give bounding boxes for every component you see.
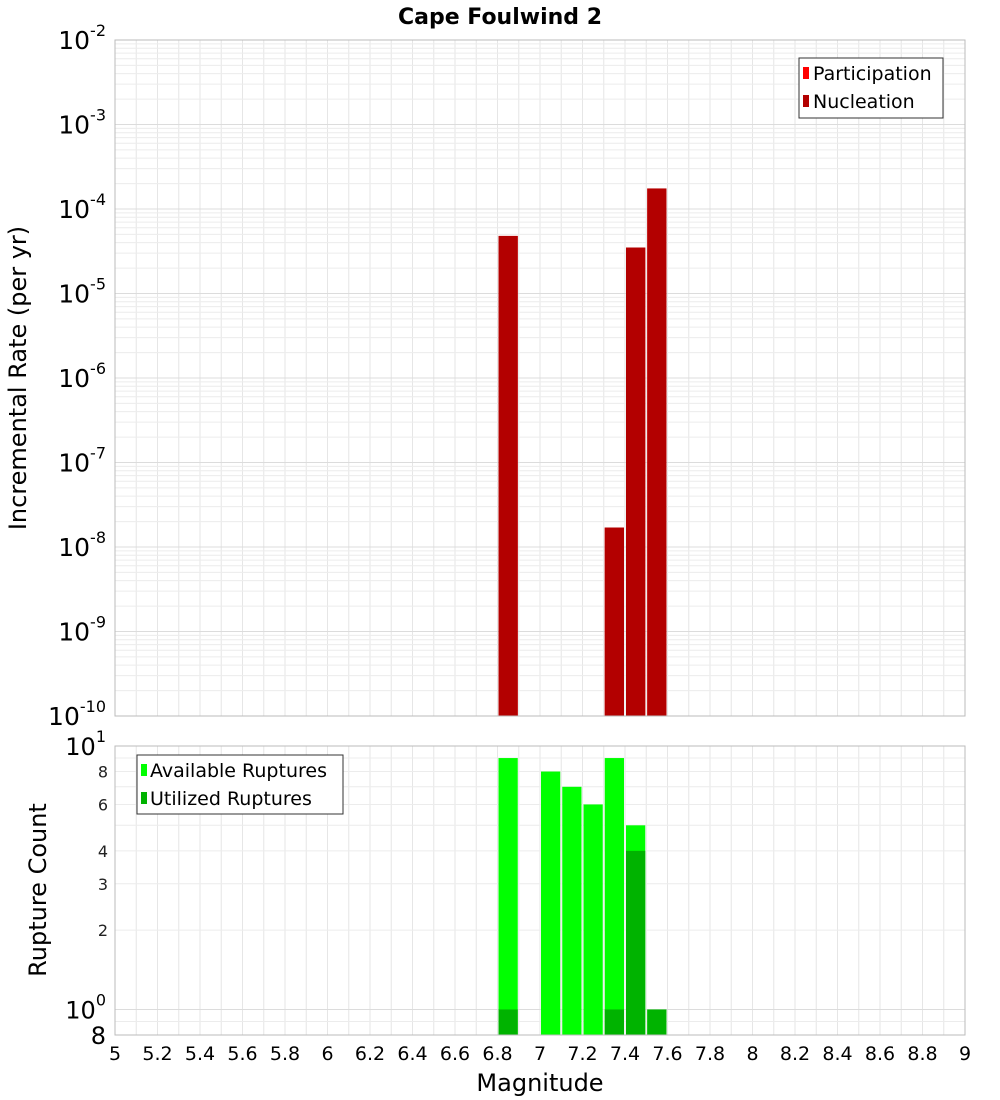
rate-y-tick-label: 10-8 (58, 528, 106, 562)
tick-base: 10 (58, 533, 90, 562)
tick-base: 10 (48, 702, 80, 731)
rate-legend: Participation Nucleation (798, 57, 944, 119)
utilized-ruptures-bar (498, 1009, 518, 1035)
tick-exponent: -8 (90, 528, 106, 547)
nucleation-legend-swatch (803, 95, 809, 107)
tick-exponent: 0 (96, 990, 106, 1009)
rate-y-tick-label: 10-9 (58, 613, 106, 647)
rate-legend-box (798, 57, 944, 119)
tick-exponent: -6 (90, 359, 106, 378)
tick-exponent: -9 (90, 613, 106, 632)
tick-exponent: -4 (90, 190, 106, 209)
utilized-legend-swatch (141, 792, 147, 804)
x-axis-label: Magnitude (476, 1069, 603, 1097)
nucleation-bar (604, 527, 624, 716)
x-tick-label: 5.4 (185, 1043, 215, 1065)
tick-exponent: -3 (90, 106, 106, 125)
available-legend-label: Available Ruptures (150, 760, 327, 782)
tick-exponent: -10 (80, 697, 106, 716)
participation-legend-swatch (803, 67, 809, 79)
x-tick-label: 8 (746, 1043, 758, 1065)
available-ruptures-bar (562, 786, 582, 1035)
tick-base: 10 (58, 195, 90, 224)
participation-legend-label: Participation (813, 63, 932, 85)
x-tick-label: 8.6 (865, 1043, 895, 1065)
count-y-tick-label: 101 (65, 727, 106, 761)
nucleation-bar (647, 188, 667, 717)
count-y-tick-label: 2 (98, 921, 108, 940)
rate-y-axis-label: Incremental Rate (per yr) (4, 226, 32, 530)
x-tick-label: 7 (534, 1043, 546, 1065)
nucleation-bar (498, 235, 518, 716)
nucleation-legend-label: Nucleation (813, 91, 915, 113)
tick-exponent: 1 (96, 727, 106, 746)
rate-y-tick-label: 10-6 (58, 359, 106, 393)
tick-exponent: -2 (90, 21, 106, 40)
count-y-axis-label: Rupture Count (24, 803, 52, 977)
tick-base: 10 (65, 996, 96, 1024)
tick-exponent: -5 (90, 275, 106, 294)
count-y-tick-label: 8 (91, 1022, 106, 1050)
tick-base: 10 (58, 111, 90, 140)
rate-y-tick-label: 10-3 (58, 106, 106, 140)
x-tick-label: 8.4 (822, 1043, 852, 1065)
tick-base: 10 (58, 26, 90, 55)
available-ruptures-bar (498, 758, 518, 1035)
x-tick-label: 5.6 (227, 1043, 257, 1065)
x-tick-label: 7.4 (610, 1043, 640, 1065)
rate-plot-frame (114, 39, 966, 717)
utilized-ruptures-bar (647, 1009, 667, 1035)
x-tick-label: 8.2 (780, 1043, 810, 1065)
x-tick-label: 5.2 (142, 1043, 172, 1065)
count-y-tick-label: 4 (98, 842, 108, 861)
utilized-ruptures-bar (604, 1009, 624, 1035)
available-ruptures-bar (541, 771, 561, 1035)
rate-y-tick-label: 10-7 (58, 444, 106, 478)
x-tick-label: 8.8 (907, 1043, 937, 1065)
x-tick-label: 5.8 (270, 1043, 300, 1065)
count-y-tick-label: 6 (98, 795, 108, 814)
tick-base: 10 (58, 449, 90, 478)
tick-base: 10 (58, 364, 90, 393)
x-tick-label: 5 (109, 1043, 121, 1065)
utilized-ruptures-bar (626, 850, 646, 1035)
nucleation-bar (626, 247, 646, 716)
count-legend: Available Ruptures Utilized Ruptures (136, 754, 344, 815)
x-tick-label: 9 (959, 1043, 971, 1065)
count-y-tick-label: 100 (65, 990, 106, 1024)
count-y-tick-label: 8 (98, 763, 108, 782)
rate-y-tick-label: 10-2 (58, 21, 106, 55)
tick-base: 10 (58, 280, 90, 309)
x-tick-label: 6.4 (397, 1043, 427, 1065)
x-tick-label: 6.8 (482, 1043, 512, 1065)
utilized-legend-label: Utilized Ruptures (150, 788, 312, 810)
rate-y-tick-label: 10-4 (58, 190, 106, 224)
x-tick-label: 6.2 (355, 1043, 385, 1065)
x-tick-label: 6.6 (440, 1043, 470, 1065)
tick-base: 10 (58, 618, 90, 647)
x-tick-label: 6 (321, 1043, 333, 1065)
available-ruptures-bar (583, 804, 603, 1035)
tick-exponent: -7 (90, 444, 106, 463)
count-plot-frame (114, 745, 966, 1036)
available-legend-swatch (141, 764, 147, 776)
rate-y-tick-label: 10-10 (48, 697, 106, 731)
count-legend-box (136, 754, 344, 815)
x-tick-label: 7.6 (652, 1043, 682, 1065)
count-y-tick-label: 3 (98, 875, 108, 894)
tick-base: 10 (65, 733, 96, 761)
rate-y-tick-label: 10-5 (58, 275, 106, 309)
chart-title: Cape Foulwind 2 (398, 5, 602, 30)
available-ruptures-bar (604, 758, 624, 1035)
x-tick-label: 7.8 (695, 1043, 725, 1065)
x-tick-label: 7.2 (567, 1043, 597, 1065)
